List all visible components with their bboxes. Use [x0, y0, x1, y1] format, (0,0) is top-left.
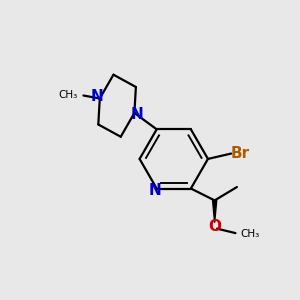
Text: N: N	[149, 183, 162, 198]
Polygon shape	[213, 200, 217, 223]
Text: CH₃: CH₃	[240, 229, 259, 239]
Text: O: O	[208, 219, 221, 234]
Text: N: N	[91, 89, 104, 104]
Text: N: N	[131, 107, 144, 122]
Text: CH₃: CH₃	[58, 90, 77, 100]
Text: Br: Br	[230, 146, 250, 161]
